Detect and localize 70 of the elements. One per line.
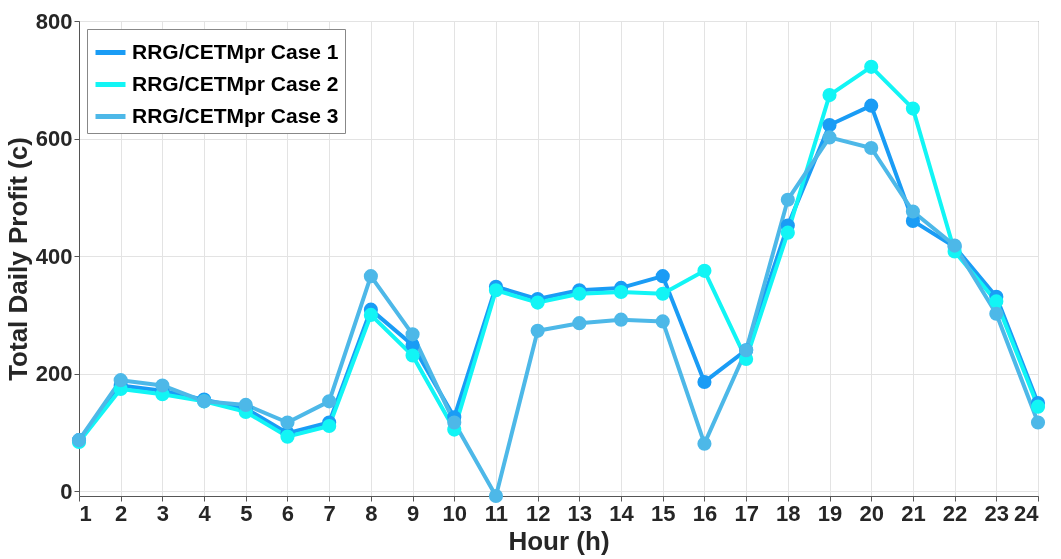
y-tick-label: 200 <box>35 361 73 387</box>
y-tick-label: 0 <box>60 478 73 504</box>
point <box>822 88 837 103</box>
x-tick-label: 24 <box>1014 500 1040 526</box>
x-tick-label: 23 <box>984 500 1010 526</box>
point <box>780 192 795 207</box>
point <box>113 373 128 388</box>
point <box>488 488 504 504</box>
x-tick-label: 5 <box>240 500 253 526</box>
point <box>155 378 170 393</box>
point <box>864 59 879 74</box>
x-tick-label: 18 <box>776 500 801 526</box>
legend-label: RRG/CETMpr Case 3 <box>132 103 339 127</box>
point <box>780 225 795 240</box>
y-tick-label: 400 <box>35 243 73 269</box>
point <box>697 436 712 451</box>
x-tick-label: 4 <box>198 500 212 526</box>
point <box>613 312 629 327</box>
x-tick-label: 11 <box>484 500 509 526</box>
point <box>697 263 712 278</box>
point <box>322 394 337 409</box>
point <box>989 306 1004 321</box>
legend-label: RRG/CETMpr Case 2 <box>132 71 339 95</box>
point <box>655 286 670 301</box>
x-tick-label: 13 <box>567 500 593 526</box>
point <box>1030 415 1046 430</box>
x-tick-label: 14 <box>609 500 635 526</box>
y-axis-title: Total Daily Profit (c) <box>2 137 33 381</box>
x-tick-label: 15 <box>651 500 676 526</box>
point <box>238 397 253 412</box>
x-tick-label: 17 <box>734 500 759 526</box>
point <box>655 314 670 329</box>
point <box>864 98 879 113</box>
point <box>405 327 420 342</box>
y-tick-label: 600 <box>35 126 73 152</box>
x-tick-label: 3 <box>156 500 170 526</box>
x-axis-title: Hour (h) <box>508 525 610 556</box>
point <box>447 415 462 430</box>
point <box>613 284 629 300</box>
point <box>864 140 879 156</box>
x-tick-label: 20 <box>859 500 884 526</box>
point <box>363 269 378 284</box>
x-tick-label: 10 <box>442 500 467 526</box>
x-tick-label: 6 <box>281 500 295 526</box>
x-tick-label: 21 <box>901 500 926 526</box>
point <box>322 418 337 434</box>
x-tick-label: 19 <box>817 500 843 526</box>
point <box>989 294 1004 309</box>
point <box>905 204 920 219</box>
point <box>488 283 504 298</box>
x-tick-label: 16 <box>692 500 718 526</box>
y-tick-label: 800 <box>35 8 73 34</box>
point <box>822 130 837 145</box>
x-tick-label: 22 <box>942 500 968 526</box>
point <box>655 269 670 284</box>
point <box>530 323 545 338</box>
point <box>363 307 378 322</box>
x-tick-label: 1 <box>79 500 92 526</box>
legend-label: RRG/CETMpr Case 1 <box>132 39 339 63</box>
point <box>822 118 837 133</box>
x-tick-label: 7 <box>323 500 336 526</box>
point <box>905 101 920 116</box>
point <box>280 415 295 430</box>
x-tick-label: 2 <box>115 500 128 526</box>
point <box>697 374 712 390</box>
x-tick-label: 9 <box>406 500 420 526</box>
x-tick-label: 12 <box>525 500 551 526</box>
point <box>405 348 420 363</box>
point <box>572 316 587 331</box>
x-tick-label: 8 <box>365 500 378 526</box>
